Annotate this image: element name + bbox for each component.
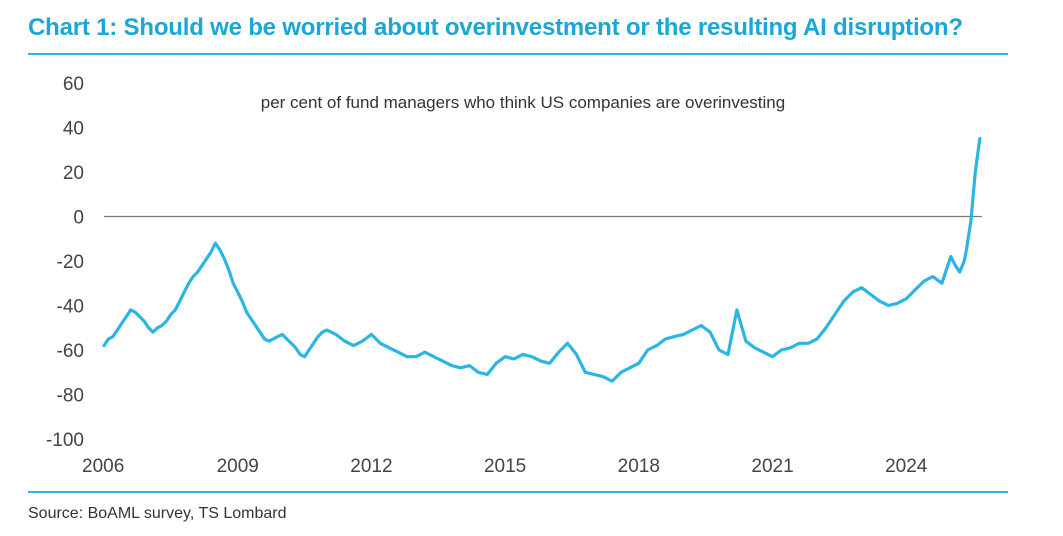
y-tick-label: 60 <box>63 74 84 95</box>
series-group <box>102 137 982 383</box>
x-tick-label: 2012 <box>350 456 392 477</box>
series-line <box>102 137 982 383</box>
y-tick-label: 20 <box>63 163 84 184</box>
y-tick-label: -20 <box>57 252 84 273</box>
x-tick-label: 2021 <box>751 456 793 477</box>
x-axis: 2006 2009 2012 2015 2018 2021 2024 <box>82 456 928 477</box>
x-tick-label: 2024 <box>885 456 928 477</box>
x-tick-label: 2018 <box>618 456 660 477</box>
title-rule <box>28 53 1008 55</box>
y-tick-label: -100 <box>46 430 84 451</box>
x-tick-label: 2009 <box>217 456 259 477</box>
y-tick-label: 40 <box>63 119 84 140</box>
y-tick-label: -80 <box>57 386 84 407</box>
source-note: Source: BoAML survey, TS Lombard <box>28 505 287 522</box>
y-tick-label: 0 <box>73 208 84 229</box>
footer-rule <box>28 491 1008 493</box>
chart-annotation: per cent of fund managers who think US c… <box>261 93 785 112</box>
y-tick-label: -60 <box>57 341 84 362</box>
y-axis: 60 40 20 0 -20 -40 -60 -80 -100 <box>46 74 84 451</box>
y-tick-label: -40 <box>57 297 84 318</box>
x-tick-label: 2015 <box>484 456 526 477</box>
chart-title: Chart 1: Should we be worried about over… <box>28 14 963 41</box>
x-tick-label: 2006 <box>82 456 124 477</box>
